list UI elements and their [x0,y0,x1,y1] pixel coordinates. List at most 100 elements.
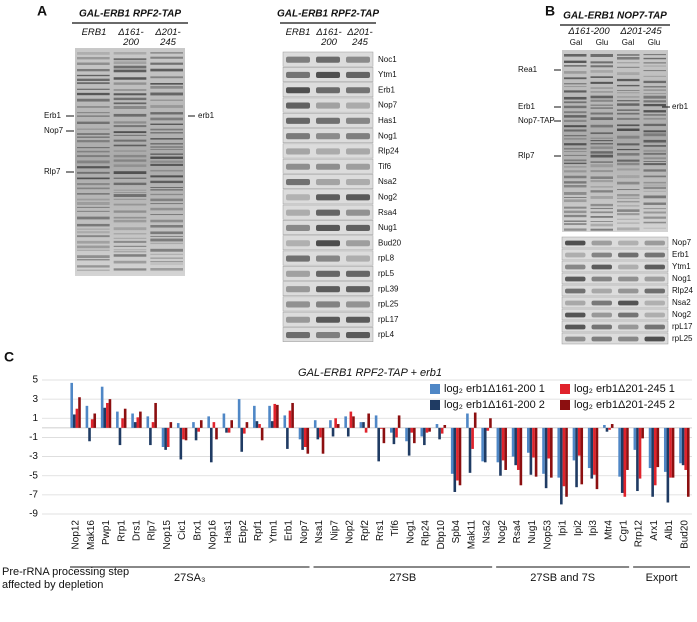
bar [276,404,279,428]
bar [253,405,256,428]
blot-band [286,255,310,262]
blot-band [565,336,586,342]
bar [207,416,210,428]
bar [344,416,347,428]
gel-band [113,131,147,134]
condition-label: Glu [596,38,608,47]
blot-band [286,71,310,79]
x-tick-label: Mtr4 [603,520,614,540]
bar [550,427,553,478]
gel-band [150,180,183,184]
gel-band [564,60,587,63]
bar [283,415,287,428]
gel-band [617,194,640,197]
blot-strip [561,248,669,261]
gel-band [113,216,147,219]
blot-band [316,331,340,339]
gel-band [643,160,666,162]
gel-band [150,187,183,189]
gel-band [643,227,666,229]
panel-letter: B [545,3,555,19]
condition-label: Gal [570,38,583,47]
legend-label: log₂ erb1Δ201-245 2 [574,399,675,411]
blot-strip [561,308,669,321]
gel-band [643,65,666,67]
blot-label: rpL4 [378,330,395,339]
blot-label: Nsa2 [672,298,691,307]
x-tick-label: Ipi3 [588,520,599,537]
gel-band [150,143,183,145]
blot-band [346,117,370,124]
blot-band [618,252,639,258]
blot-band [346,209,370,216]
axis-caption: Pre-rRNA processing step affected by dep… [2,566,130,591]
gel-band [617,103,640,106]
lane-label: Δ161-200 [118,27,144,48]
gel-band [77,62,110,65]
blot-label: Noc1 [378,55,397,64]
gel-band [564,199,587,203]
gel-band [77,223,110,227]
gel-band [617,200,640,203]
blot-band [316,71,340,79]
bar [458,427,462,486]
gel-band [113,251,147,253]
gel-band [590,161,613,163]
bar [374,415,378,428]
gel-band [113,164,147,167]
gel-band [150,146,183,148]
bar [93,413,97,428]
band-label: Rlp7 [518,151,535,160]
bar [679,427,682,464]
blot-band [618,276,639,282]
gel-band [590,104,613,106]
legend-swatch [430,384,440,394]
bar [70,382,74,428]
gel-band [150,213,183,216]
bar [603,424,606,428]
bar [656,427,660,468]
blot-band [316,133,340,140]
bar [161,427,165,447]
bar [118,427,122,446]
gel-band [617,218,640,220]
bar [359,422,363,428]
bar [595,427,599,490]
blot-band [316,148,340,155]
bar [405,427,408,442]
blot-band [346,102,370,109]
gel-band [113,61,147,65]
y-tick-label: 5 [32,375,38,386]
gel-band [77,235,110,238]
x-tick-label: Nop7 [299,520,310,544]
gel-band [564,119,587,122]
bar [440,427,444,434]
blot-band [346,87,370,94]
bar [593,427,596,475]
blot-band [346,301,370,308]
legend-swatch [560,384,570,394]
bar [516,427,520,470]
gel-band [77,249,110,251]
bar [301,427,304,450]
gel-band [564,138,587,140]
gel-band [643,139,666,143]
gel-band [77,98,110,102]
gel-band [617,181,640,185]
blot-band [591,288,612,294]
gel-band [590,196,613,199]
blot-band [565,240,586,246]
group-label: 27SA₃ [174,572,205,584]
gel-band [643,130,666,133]
gel-band [590,95,613,99]
bar [166,427,170,447]
blot-strip [561,320,669,333]
bar [663,427,667,472]
blot-strip [561,260,669,273]
blot-band [591,312,612,318]
gel-band [590,216,613,218]
blot-band [346,224,370,232]
blot-band [644,264,665,270]
gel-band [643,57,666,60]
x-tick-label: Rrp1 [116,520,127,542]
